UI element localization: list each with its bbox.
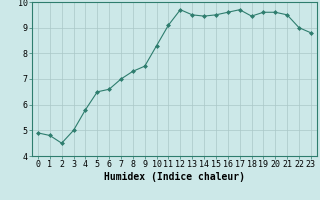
X-axis label: Humidex (Indice chaleur): Humidex (Indice chaleur) <box>104 172 245 182</box>
